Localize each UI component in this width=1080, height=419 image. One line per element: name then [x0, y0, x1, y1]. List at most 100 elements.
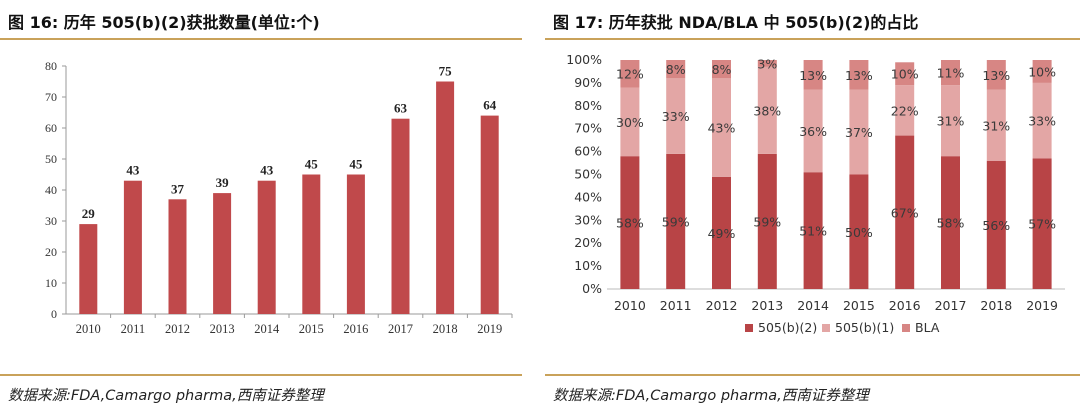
data-label-505(b)(2)-2014: 51%: [799, 224, 827, 239]
x-tick-label-2013: 2013: [751, 298, 783, 313]
segment-505(b)(2)-2010: [620, 156, 640, 289]
chart-title-right: 图 17: 历年获批 NDA/BLA 中 505(b)(2)的占比: [553, 13, 919, 32]
data-label-BLA-2017: 11%: [937, 66, 965, 81]
x-tick-label-2010: 2010: [76, 322, 101, 336]
data-label-2015: 45: [305, 157, 319, 172]
approvals-count-bar-chart: 0 10 20 30 40 50 60 70 80 29 2010 43 2011 37 2012 39 201…: [45, 59, 513, 336]
title-rule-left: [0, 38, 522, 40]
segment-BLA-2016: [895, 62, 915, 86]
x-tick-label-2016: 2016: [889, 298, 921, 313]
x-tick-label-2011: 2011: [660, 298, 692, 313]
segment-505(b)(1)-2016: [895, 85, 915, 136]
x-tick-label-2017: 2017: [388, 322, 413, 336]
y-tick-label: 60%: [574, 144, 602, 159]
y-tick-label: 50: [45, 152, 57, 166]
bar-2018: [436, 81, 455, 314]
data-label-BLA-2018: 13%: [982, 68, 1010, 83]
right-panel: 图 17: 历年获批 NDA/BLA 中 505(b)(2)的占比 0% 10% 2…: [545, 0, 1080, 419]
bar-2011: [123, 180, 142, 314]
bar-2012: [168, 199, 187, 314]
y-tick-label: 100%: [566, 52, 602, 67]
data-label-505(b)(2)-2016: 67%: [891, 205, 919, 220]
x-tick-label-2018: 2018: [433, 322, 458, 336]
data-label-505(b)(1)-2017: 31%: [937, 114, 965, 129]
x-tick-label-2015: 2015: [843, 298, 875, 313]
segment-505(b)(2)-2012: [712, 176, 731, 289]
segment-BLA-2013: [757, 60, 777, 67]
data-label-2011: 43: [126, 163, 140, 178]
source-rule-right: [545, 374, 1080, 376]
y-tick-label: 70%: [574, 121, 602, 136]
y-tick-label: 20: [45, 245, 57, 259]
segment-505(b)(2)-2011: [666, 153, 686, 289]
data-label-BLA-2011: 8%: [666, 62, 686, 77]
y-tick-label: 40%: [574, 189, 602, 204]
approval-share-stacked-chart: 0% 10% 20% 30% 40% 50% 60% 70% 80% 90% 100% 58% 30% 1…: [566, 52, 1065, 335]
y-tick-label: 90%: [574, 75, 602, 90]
bar-2015: [302, 174, 321, 314]
data-label-505(b)(1)-2014: 36%: [799, 124, 827, 139]
segment-BLA-2018: [986, 60, 1006, 90]
data-label-2016: 45: [349, 157, 363, 172]
segment-505(b)(1)-2012: [712, 78, 731, 177]
legend-label-BLA: BLA: [915, 320, 940, 335]
x-tick-label-2019: 2019: [477, 322, 502, 336]
segment-505(b)(2)-2017: [941, 156, 960, 289]
source-note-right: 数据来源:FDA,Camargo pharma,西南证券整理: [553, 388, 869, 404]
y-tick-label: 30%: [574, 212, 602, 227]
segment-BLA-2014: [803, 60, 823, 90]
data-label-505(b)(1)-2013: 38%: [753, 103, 781, 118]
y-tick-label: 20%: [574, 235, 602, 250]
segment-BLA-2019: [1032, 60, 1052, 83]
y-tick-label: 0: [51, 307, 57, 321]
y-tick-label: 0%: [582, 281, 602, 296]
x-tick-label-2014: 2014: [797, 298, 829, 313]
bar-2016: [346, 174, 365, 314]
x-tick-label-2010: 2010: [614, 298, 646, 313]
segment-505(b)(1)-2013: [757, 66, 777, 154]
segment-505(b)(1)-2019: [1032, 82, 1052, 159]
y-tick-label: 10: [45, 276, 57, 290]
legend-swatch-505(b)(1): [822, 324, 830, 332]
legend-swatch-505(b)(2): [745, 324, 753, 332]
left-panel: 图 16: 历年 505(b)(2)获批数量(单位:个) 0 10 20 30 40 50…: [0, 0, 522, 419]
source-rule-left: [0, 374, 522, 376]
segment-505(b)(1)-2015: [849, 89, 869, 175]
y-tick-label: 50%: [574, 167, 602, 182]
y-tick-label: 70: [45, 90, 57, 104]
segment-505(b)(2)-2013: [757, 153, 777, 289]
source-note-left: 数据来源:FDA,Camargo pharma,西南证券整理: [8, 388, 324, 404]
data-label-BLA-2019: 10%: [1028, 64, 1056, 79]
segment-505(b)(2)-2014: [803, 172, 823, 289]
x-tick-label-2012: 2012: [165, 322, 190, 336]
data-label-505(b)(2)-2017: 58%: [937, 216, 965, 231]
chart-title-left: 图 16: 历年 505(b)(2)获批数量(单位:个): [8, 13, 320, 32]
x-tick-label-2013: 2013: [210, 322, 235, 336]
y-tick-label: 10%: [574, 258, 602, 273]
y-tick-label: 40: [45, 183, 57, 197]
segment-BLA-2011: [666, 60, 686, 79]
bar-2014: [257, 180, 276, 314]
data-label-BLA-2015: 13%: [845, 68, 873, 83]
data-label-505(b)(1)-2016: 22%: [891, 103, 919, 118]
data-label-505(b)(1)-2010: 30%: [616, 115, 644, 130]
y-tick-label: 30: [45, 214, 57, 228]
data-label-2017: 63: [394, 101, 408, 116]
data-label-505(b)(2)-2015: 50%: [845, 225, 873, 240]
data-label-505(b)(1)-2018: 31%: [982, 118, 1010, 133]
data-label-2018: 75: [439, 64, 453, 79]
y-tick-label: 60: [45, 121, 57, 135]
data-label-505(b)(2)-2018: 56%: [982, 218, 1010, 233]
segment-505(b)(2)-2016: [895, 135, 915, 289]
x-tick-label-2017: 2017: [935, 298, 967, 313]
data-label-505(b)(2)-2013: 59%: [753, 214, 781, 229]
y-tick-label: 80: [45, 59, 57, 73]
x-tick-label-2019: 2019: [1026, 298, 1058, 313]
segment-BLA-2015: [849, 60, 869, 90]
data-label-505(b)(1)-2011: 33%: [662, 109, 690, 124]
data-label-505(b)(1)-2015: 37%: [845, 125, 873, 140]
data-label-505(b)(1)-2012: 43%: [708, 121, 736, 136]
x-tick-label-2012: 2012: [706, 298, 738, 313]
data-label-BLA-2016: 10%: [891, 67, 919, 82]
data-label-505(b)(2)-2011: 59%: [662, 214, 690, 229]
